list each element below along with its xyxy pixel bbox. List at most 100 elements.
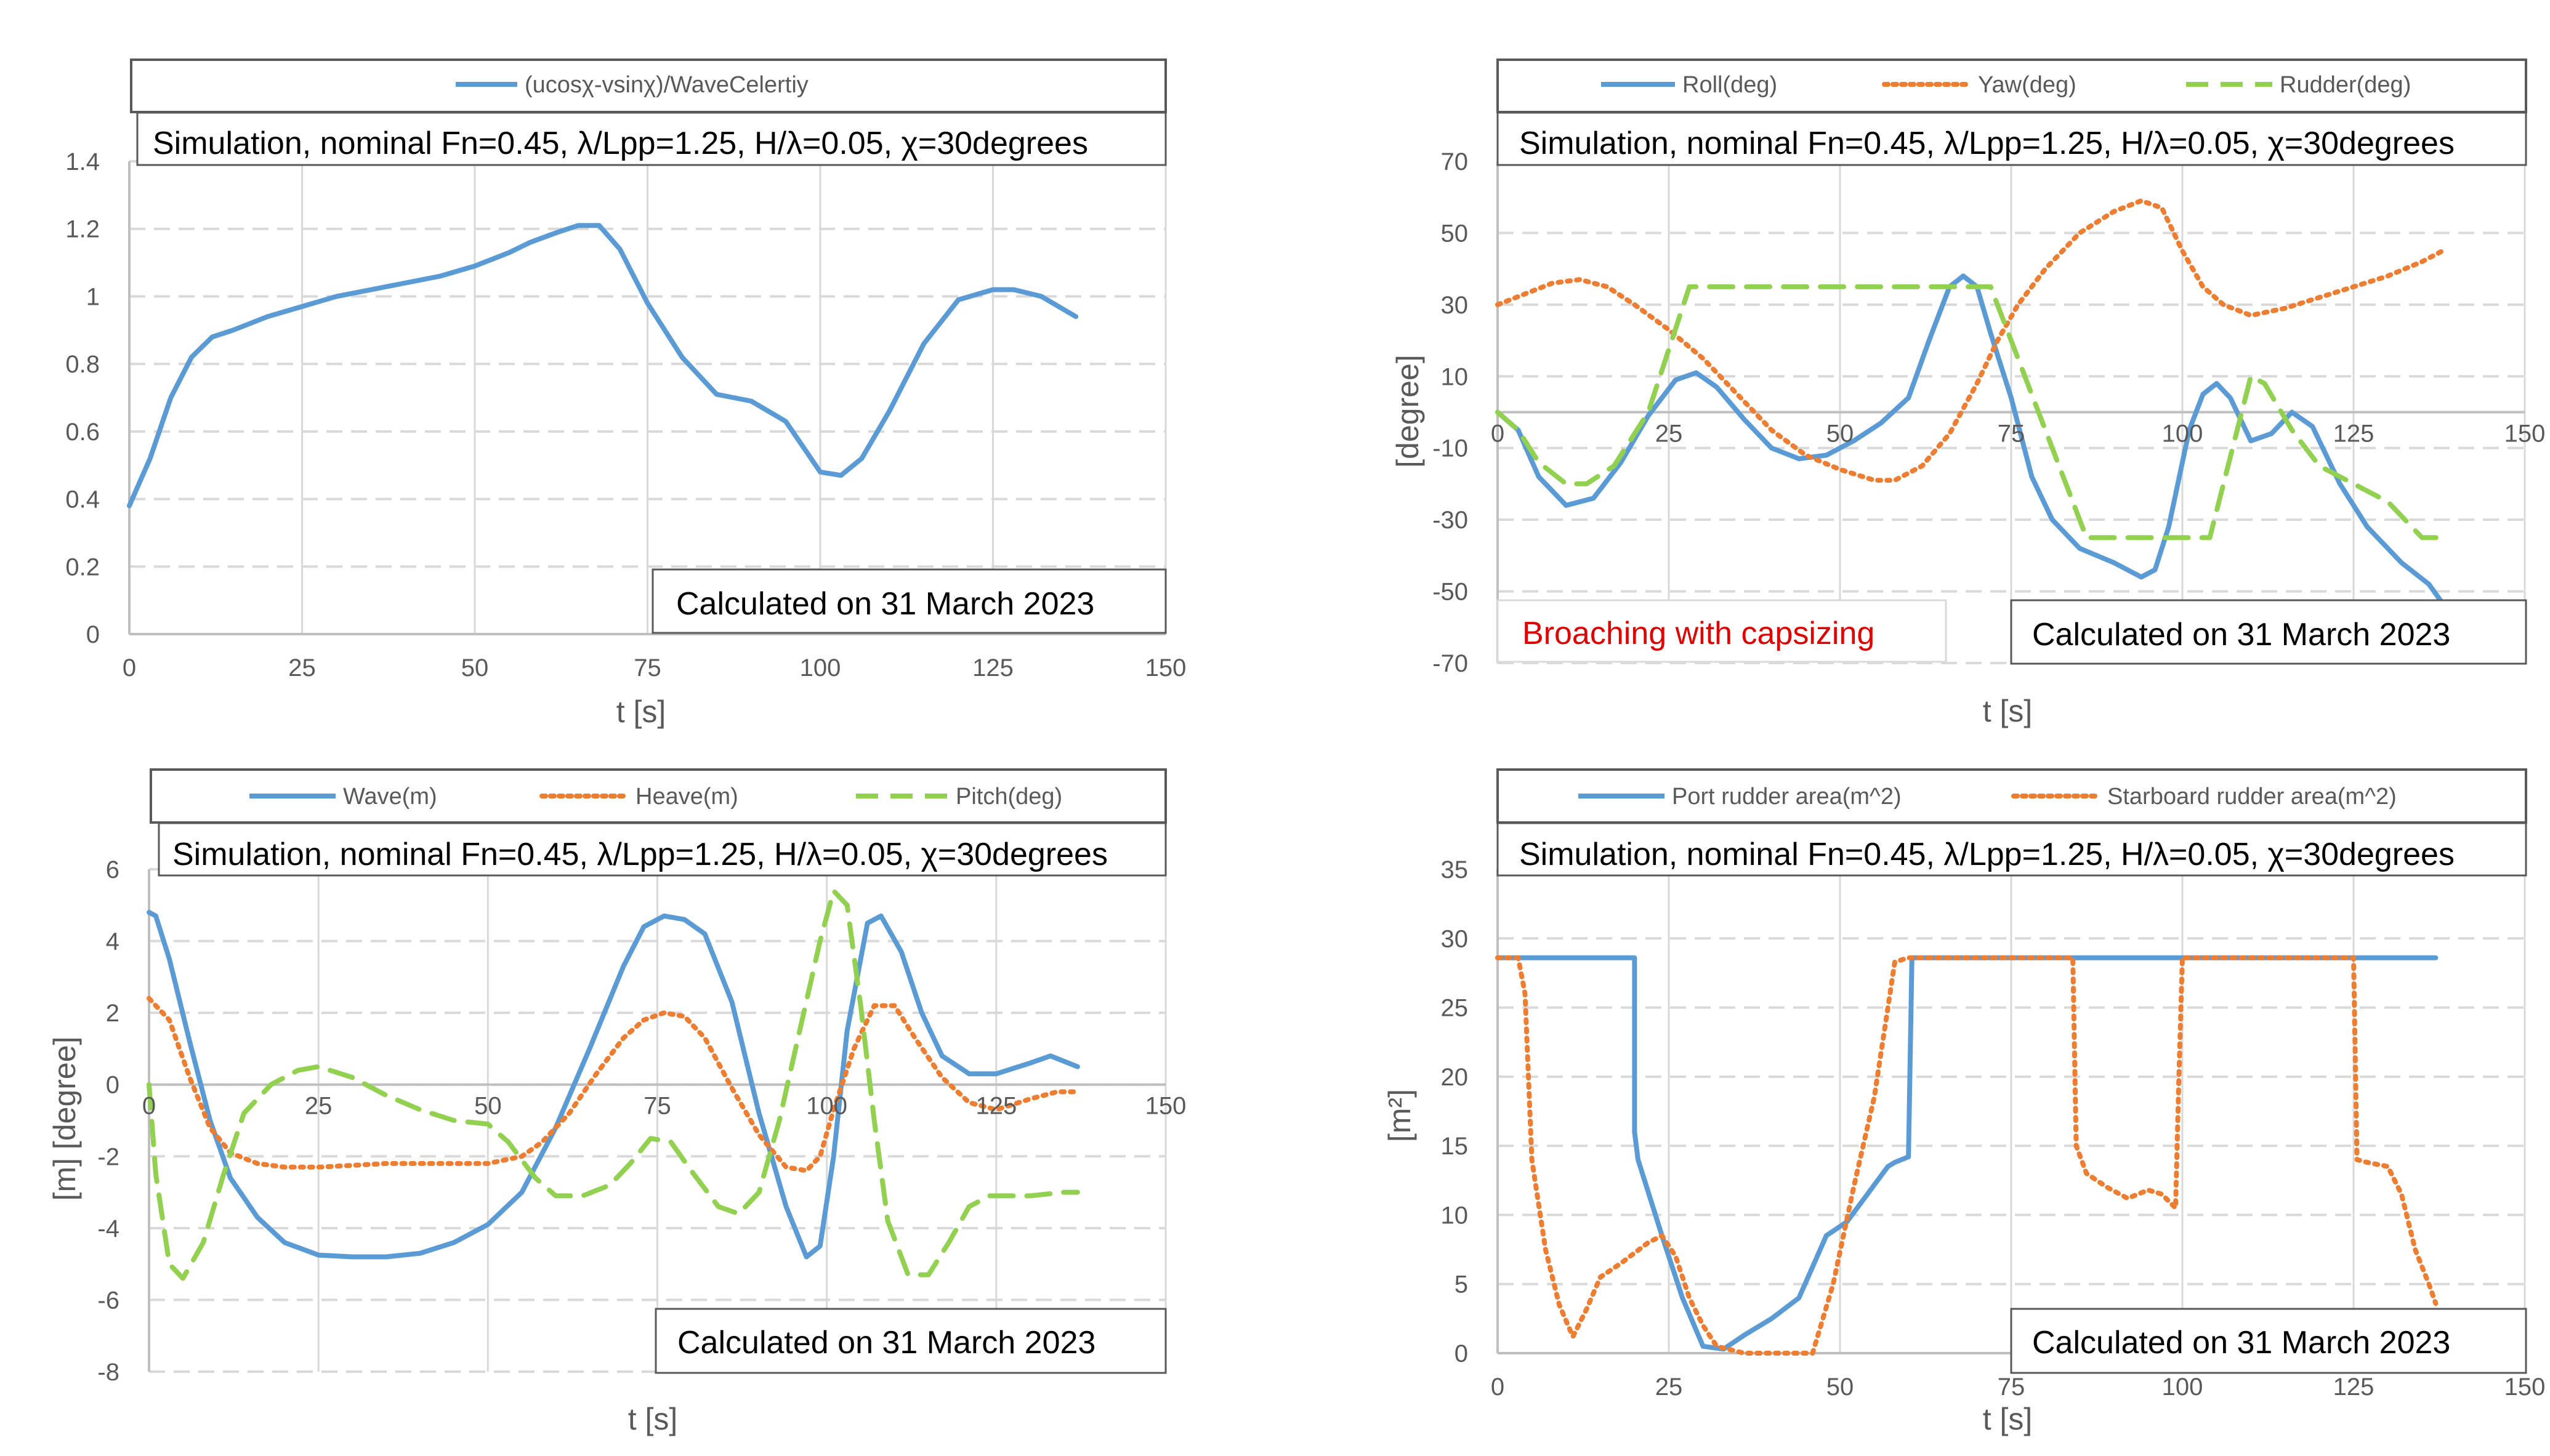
x-tick-label: 150 [1145, 1093, 1187, 1120]
x-tick-label: 150 [2504, 1374, 2546, 1401]
note-box [1496, 599, 1947, 663]
legend-label-wave: Wave(m) [343, 784, 437, 810]
x-tick-label: 125 [2333, 1374, 2374, 1401]
y-tick-labels: 0 5 10 15 20 25 30 35 [1441, 856, 1469, 1367]
y-tick-label: -2 [97, 1143, 119, 1170]
chart-wave-celerity-ratio: 0 25 50 75 100 125 150 0 0.2 0.4 0.6 0.8 1 1.2 1.4 (u… [65, 58, 1187, 729]
x-tick-label: 75 [634, 654, 661, 682]
condition-box [1496, 111, 2527, 166]
y-tick-labels: -8 -6 -4 -2 0 2 4 6 [97, 856, 119, 1386]
x-tick-label: 0 [123, 654, 136, 682]
x-tick-label: 0 [1491, 1374, 1504, 1401]
y-tick-label: 0.4 [65, 486, 100, 513]
y-tick-label: 6 [106, 856, 119, 883]
calculated-date-box [2010, 1308, 2527, 1374]
x-tick-label: 25 [1655, 420, 1683, 448]
chart-wave-heave-pitch: 0 25 50 75 100 125 150 -8 -6 -4 -2 0 2 4 6 Wave(m) He… [47, 768, 1187, 1436]
legend-label-starboard: Starboard rudder area(m^2) [2107, 784, 2397, 810]
x-tick-label: 50 [474, 1093, 502, 1120]
y-tick-label: -6 [97, 1287, 119, 1314]
calculated-date-box [652, 568, 1167, 634]
x-tick-label: 150 [2504, 420, 2546, 448]
calculated-date-text: Calculated on 31 March 2023 [2032, 617, 2450, 653]
series-line-ucos-vsin-wavecelertiy [127, 223, 1079, 509]
legend-label-pitch: Pitch(deg) [956, 784, 1062, 810]
chart-plot-area [1495, 198, 2452, 616]
y-tick-label: 15 [1441, 1133, 1469, 1160]
y-tick-labels: 0 0.2 0.4 0.6 0.8 1 1.2 1.4 [65, 148, 100, 648]
x-axis-title: t [s] [1983, 1402, 2033, 1436]
chart-roll-yaw-rudder: 0 25 50 75 100 125 150 -70 -50 -30 -10 10 30 50 70 Ro… [1390, 58, 2546, 728]
y-tick-label: 50 [1441, 220, 1469, 247]
x-tick-labels: 0 25 50 75 100 125 150 [1491, 1374, 2546, 1401]
chart-rudder-areas: 0 25 50 75 100 125 150 0 5 10 15 20 25 30 35 Port rud… [1382, 768, 2546, 1436]
x-tick-label: 150 [1145, 654, 1187, 682]
x-tick-label: 125 [975, 1093, 1017, 1120]
y-tick-label: 30 [1441, 292, 1469, 319]
x-tick-label: 125 [2333, 420, 2374, 448]
y-tick-label: 0.8 [65, 351, 100, 378]
y-tick-label: 5 [1455, 1271, 1468, 1298]
x-tick-label: 75 [644, 1093, 671, 1120]
series-line-wave-m [147, 909, 1080, 1260]
y-tick-label: 1.4 [65, 148, 100, 175]
series-line-starboard-rudder-area-m-2 [1495, 955, 2439, 1356]
y-tick-label: 35 [1441, 856, 1469, 883]
condition-text: Simulation, nominal Fn=0.45, λ/Lpp=1.25,… [153, 126, 1088, 161]
series-line-rudder-deg [1495, 284, 2445, 541]
calculated-date-text: Calculated on 31 March 2023 [677, 1325, 1095, 1361]
x-tick-label: 100 [806, 1093, 847, 1120]
condition-box [158, 822, 1167, 877]
series-line-yaw-deg [1495, 198, 2445, 483]
x-tick-label: 75 [1998, 420, 2025, 448]
x-tick-label: 100 [800, 654, 841, 682]
calculated-date-text: Calculated on 31 March 2023 [2032, 1325, 2450, 1361]
y-tick-label: 0.2 [65, 553, 100, 581]
y-tick-label: 25 [1441, 995, 1469, 1022]
x-tick-label: 25 [288, 654, 316, 682]
y-tick-label: 2 [106, 1000, 119, 1027]
x-axis-title: t [s] [616, 694, 666, 729]
x-tick-labels: 0 25 50 75 100 125 150 [1491, 420, 2546, 448]
y-tick-label: 0 [1455, 1340, 1468, 1367]
calculated-date-box [655, 1308, 1167, 1374]
chart-plot-area [1495, 955, 2439, 1356]
calculated-date-box [2010, 599, 2527, 665]
chart-plot-area [127, 223, 1079, 509]
condition-text: Simulation, nominal Fn=0.45, λ/Lpp=1.25,… [1519, 837, 2455, 872]
y-tick-label: -50 [1432, 579, 1468, 606]
x-tick-label: 25 [1655, 1374, 1683, 1401]
y-axis-title: [m] [degree] [47, 1037, 82, 1201]
y-tick-label: -4 [97, 1215, 119, 1242]
condition-box [136, 111, 1167, 166]
condition-text: Simulation, nominal Fn=0.45, λ/Lpp=1.25,… [172, 837, 1108, 872]
x-axis-title: t [s] [628, 1402, 678, 1436]
y-tick-labels: -70 -50 -30 -10 10 30 50 70 [1432, 148, 1468, 677]
x-tick-label: 100 [2162, 1374, 2203, 1401]
y-tick-label: 0 [86, 621, 100, 648]
x-axis-title: t [s] [1983, 694, 2033, 728]
x-tick-label: 100 [2162, 420, 2203, 448]
y-tick-label: 30 [1441, 925, 1469, 952]
x-tick-label: 50 [1826, 420, 1854, 448]
legend-label-heave: Heave(m) [635, 784, 738, 810]
x-tick-label: 125 [972, 654, 1014, 682]
x-tick-label: 75 [1998, 1374, 2025, 1401]
x-tick-labels: 0 25 50 75 100 125 150 [123, 654, 1187, 682]
y-tick-label: 20 [1441, 1064, 1469, 1091]
series-line-pitch-deg [147, 888, 1080, 1281]
broaching-note: Broaching with capsizing [1522, 616, 1874, 651]
x-tick-label: 50 [1826, 1374, 1854, 1401]
y-tick-label: 70 [1441, 148, 1469, 175]
y-tick-label: -10 [1432, 435, 1468, 462]
y-axis-title: [degree] [1390, 355, 1425, 467]
legend-label-roll: Roll(deg) [1682, 72, 1777, 98]
y-tick-label: 10 [1441, 363, 1469, 390]
y-tick-label: -8 [97, 1359, 119, 1386]
y-tick-label: 0.6 [65, 419, 100, 446]
x-tick-label: 25 [305, 1093, 333, 1120]
x-tick-label: 50 [461, 654, 489, 682]
condition-text: Simulation, nominal Fn=0.45, λ/Lpp=1.25,… [1519, 126, 2455, 161]
series-line-heave-m [147, 995, 1080, 1173]
y-tick-label: -70 [1432, 650, 1468, 677]
